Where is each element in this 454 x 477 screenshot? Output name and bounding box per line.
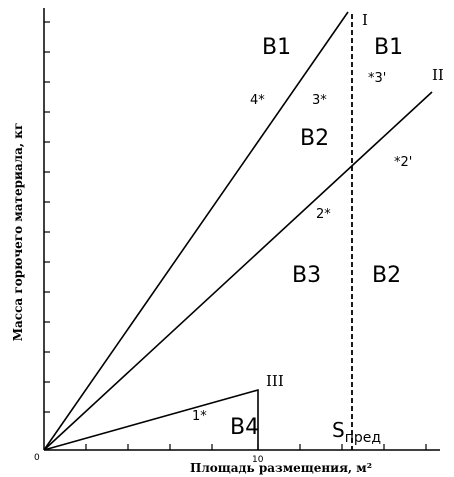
line-I	[43, 11, 349, 451]
point-2-prime: *2'	[394, 155, 412, 170]
line-I-label: I	[362, 11, 368, 29]
zone-b1-left: B1	[262, 35, 291, 60]
point-1: 1*	[192, 409, 207, 424]
point-3: 3*	[312, 93, 327, 108]
point-3-prime: *3'	[368, 71, 386, 86]
y-ticks	[44, 21, 50, 413]
zone-b3: B3	[292, 263, 321, 288]
x-axis-label: Площадь размещения, м²	[190, 461, 372, 475]
zone-b2-middle: B2	[300, 126, 329, 151]
line-II-label: II	[432, 66, 444, 84]
line-III	[43, 388, 259, 451]
zone-b1-right: B1	[374, 35, 403, 60]
boundary-lines	[43, 11, 433, 451]
zone-b4: B4	[230, 415, 259, 440]
point-2: 2*	[316, 207, 331, 222]
y-axis-label: Масса горючего материала, кг	[11, 123, 25, 342]
threshold-label: Sпред	[332, 418, 381, 446]
point-4: 4*	[250, 93, 265, 108]
line-II	[43, 91, 433, 451]
origin-label: 0	[34, 453, 40, 463]
zone-b2-right: B2	[372, 263, 401, 288]
x-tick-10: 10	[252, 455, 264, 465]
line-III-label: III	[266, 372, 284, 390]
